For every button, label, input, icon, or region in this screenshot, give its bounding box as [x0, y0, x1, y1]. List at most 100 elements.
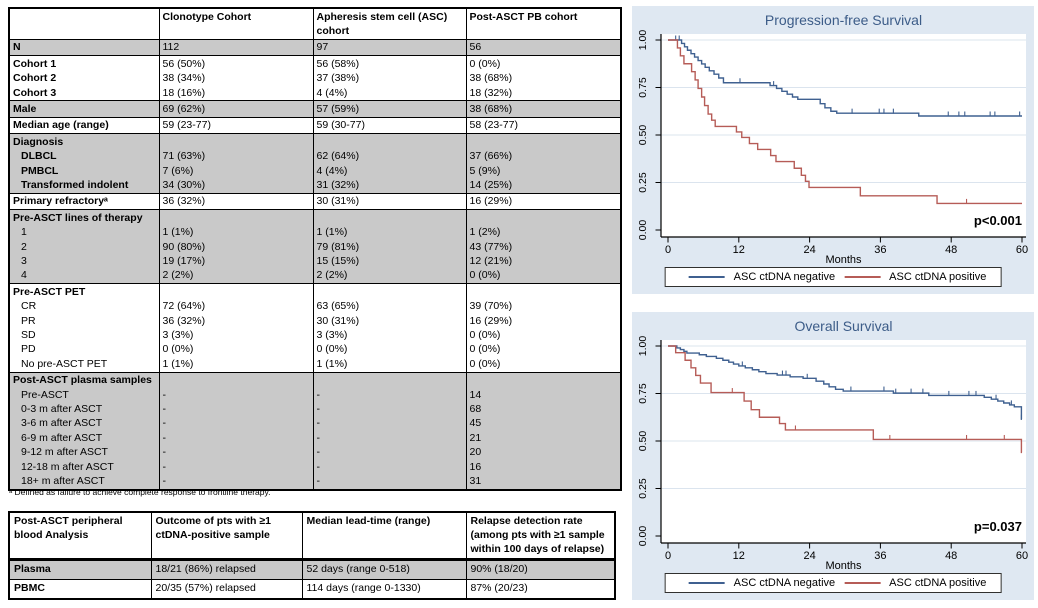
cell: 112	[158, 38, 314, 57]
cell: 52 days (range 0-518)	[301, 559, 467, 581]
cell: 71 (63%) 7 (6%) 34 (30%)	[158, 133, 314, 194]
svg-text:0.00: 0.00	[637, 526, 649, 547]
svg-text:12: 12	[733, 550, 745, 562]
svg-text:0.50: 0.50	[637, 125, 649, 146]
cell: Median age (range)	[8, 116, 160, 135]
header-cell	[8, 7, 160, 40]
svg-text:0.00: 0.00	[637, 220, 649, 241]
table-row: Pre-ASCT PET CR PR SD PD No pre-ASCT PET 72 (…	[8, 283, 622, 373]
cell: Primary refractoryᵃ	[8, 192, 160, 211]
cell: 16 (29%)	[465, 192, 622, 211]
header-cell: Clonotype Cohort	[158, 7, 314, 40]
header-row: Clonotype Cohort Apheresis stem cell (ASC…	[8, 7, 622, 40]
cell: 39 (70%) 16 (29%) 0 (0%) 0 (0%) 0 (0%)	[465, 283, 622, 373]
cell: 56 (50%) 38 (34%) 18 (16%)	[158, 55, 314, 102]
header-cell: Outcome of pts with ≥1 ctDNA-positive sa…	[150, 511, 303, 562]
cell: 18/21 (86%) relapsed	[150, 559, 303, 581]
os-chart-panel: Overall Survival 0.00 0.25 0.50 0.75 1.00 0 12…	[632, 312, 1034, 600]
km-curve-positive	[668, 39, 1022, 205]
svg-text:0: 0	[665, 244, 671, 256]
cell: Post-ASCT plasma samples Pre-ASCT 0-3 m af…	[8, 371, 160, 491]
cell: 57 (59%)	[312, 100, 467, 118]
svg-text:12: 12	[733, 244, 745, 256]
legend-line-negative-icon	[688, 582, 725, 584]
header-row: Post-ASCT peripheral blood Analysis Outco…	[8, 511, 616, 562]
table-row: PBMC 20/35 (57%) relapsed 114 days (range …	[8, 579, 616, 600]
svg-text:0: 0	[665, 550, 671, 562]
table-row: Median age (range) 59 (23-77) 59 (30-77) 58…	[8, 116, 622, 135]
cell: 14 68 45 21 20 16 31	[465, 371, 622, 491]
cell: 20/35 (57%) relapsed	[150, 579, 303, 600]
cell: -------	[312, 371, 467, 491]
svg-text:24: 24	[803, 244, 815, 256]
svg-text:0.75: 0.75	[637, 77, 649, 98]
table-row: Post-ASCT plasma samples Pre-ASCT 0-3 m af…	[8, 371, 622, 491]
cell: 56 (58%) 37 (38%) 4 (4%)	[312, 55, 467, 102]
legend-label-negative: ASC ctDNA negative	[733, 577, 836, 589]
row-label: Plasma	[8, 559, 152, 581]
os-p-value: p=0.037	[973, 519, 1022, 534]
table-row: Male 69 (62%) 57 (59%) 38 (68%)	[8, 100, 622, 118]
header-cell: Post-ASCT PB cohort	[465, 7, 622, 40]
svg-text:1.00: 1.00	[637, 336, 649, 357]
cell: 114 days (range 0-1330)	[301, 579, 467, 600]
svg-text:0.25: 0.25	[637, 172, 649, 193]
cell: 72 (64%) 36 (32%) 3 (3%) 0 (0%) 1 (1%)	[158, 283, 314, 373]
svg-text:36: 36	[874, 244, 886, 256]
cell: 36 (32%)	[158, 192, 314, 211]
svg-text:0.50: 0.50	[637, 431, 649, 452]
svg-text:0.75: 0.75	[637, 383, 649, 404]
os-x-axis-label: Months	[825, 560, 862, 572]
cell: 59 (30-77)	[312, 116, 467, 135]
svg-text:60: 60	[1016, 244, 1028, 256]
header-cell: Relapse detection rate (among pts with ≥…	[465, 511, 616, 562]
cell: Cohort 1 Cohort 2 Cohort 3	[8, 55, 160, 102]
pfs-legend: ASC ctDNA negative ASC ctDNA positive	[664, 267, 1002, 287]
header-cell: Apheresis stem cell (ASC) cohort	[312, 7, 467, 40]
svg-text:24: 24	[803, 550, 815, 562]
pfs-chart-title: Progression-free Survival	[764, 12, 923, 28]
table-row: Primary refractoryᵃ 36 (32%) 30 (31%) 16 (2…	[8, 192, 622, 211]
pfs-chart-panel: Progression-free Survival 0.00 0.25 0.50 0.…	[632, 6, 1034, 294]
footnote: ᵃ Defined as failure to achieve complete…	[9, 487, 271, 497]
svg-text:36: 36	[874, 550, 886, 562]
cell: Diagnosis DLBCL PMBCL Transformed indolent	[8, 133, 160, 194]
cell: 1 (2%) 43 (77%) 12 (21%) 0 (0%)	[465, 209, 622, 285]
table-row: Cohort 1 Cohort 2 Cohort 3 56 (50%) 38 (34%)…	[8, 55, 622, 102]
legend-label-positive: ASC ctDNA positive	[889, 271, 987, 283]
cell: 87% (20/23)	[465, 579, 616, 600]
cell: 59 (23-77)	[158, 116, 314, 135]
legend-label-negative: ASC ctDNA negative	[733, 271, 836, 283]
svg-text:1.00: 1.00	[637, 30, 649, 51]
blood-analysis-table: Post-ASCT peripheral blood Analysis Outco…	[8, 511, 616, 600]
cell: 58 (23-77)	[465, 116, 622, 135]
cell: 0 (0%) 38 (68%) 18 (32%)	[465, 55, 622, 102]
legend-line-positive-icon	[844, 582, 881, 584]
cell: 1 (1%) 79 (81%) 15 (15%) 2 (2%)	[312, 209, 467, 285]
os-chart-title: Overall Survival	[794, 318, 893, 334]
cell: 97	[312, 38, 467, 57]
pfs-plot: 0.00 0.25 0.50 0.75 1.00 0 12 24 36 48 60	[637, 30, 1028, 256]
cell: 69 (62%)	[158, 100, 314, 118]
svg-text:48: 48	[945, 550, 957, 562]
svg-text:0.25: 0.25	[637, 478, 649, 499]
table-row: Plasma 18/21 (86%) relapsed 52 days (range…	[8, 559, 616, 581]
os-plot: 0.00 0.25 0.50 0.75 1.00 0 12 24 36 48 60	[637, 336, 1028, 562]
cell: 62 (64%) 4 (4%) 31 (32%)	[312, 133, 467, 194]
cell: Pre-ASCT lines of therapy 1 2 3 4	[8, 209, 160, 285]
cell: 30 (31%)	[312, 192, 467, 211]
cell: 90% (18/20)	[465, 559, 616, 581]
table-row: N 112 97 56	[8, 38, 622, 57]
pfs-p-value: p<0.001	[973, 213, 1022, 228]
svg-text:48: 48	[945, 244, 957, 256]
legend-line-positive-icon	[844, 276, 881, 278]
baseline-table-body: Clonotype Cohort Apheresis stem cell (ASC…	[8, 7, 622, 491]
km-curve-positive	[668, 345, 1023, 454]
header-cell: Post-ASCT peripheral blood Analysis	[8, 511, 152, 562]
pfs-x-axis-label: Months	[825, 254, 862, 266]
legend-label-positive: ASC ctDNA positive	[889, 577, 987, 589]
cell: Male	[8, 100, 160, 118]
km-curve-negative	[668, 345, 1023, 420]
cell: 38 (68%)	[465, 100, 622, 118]
